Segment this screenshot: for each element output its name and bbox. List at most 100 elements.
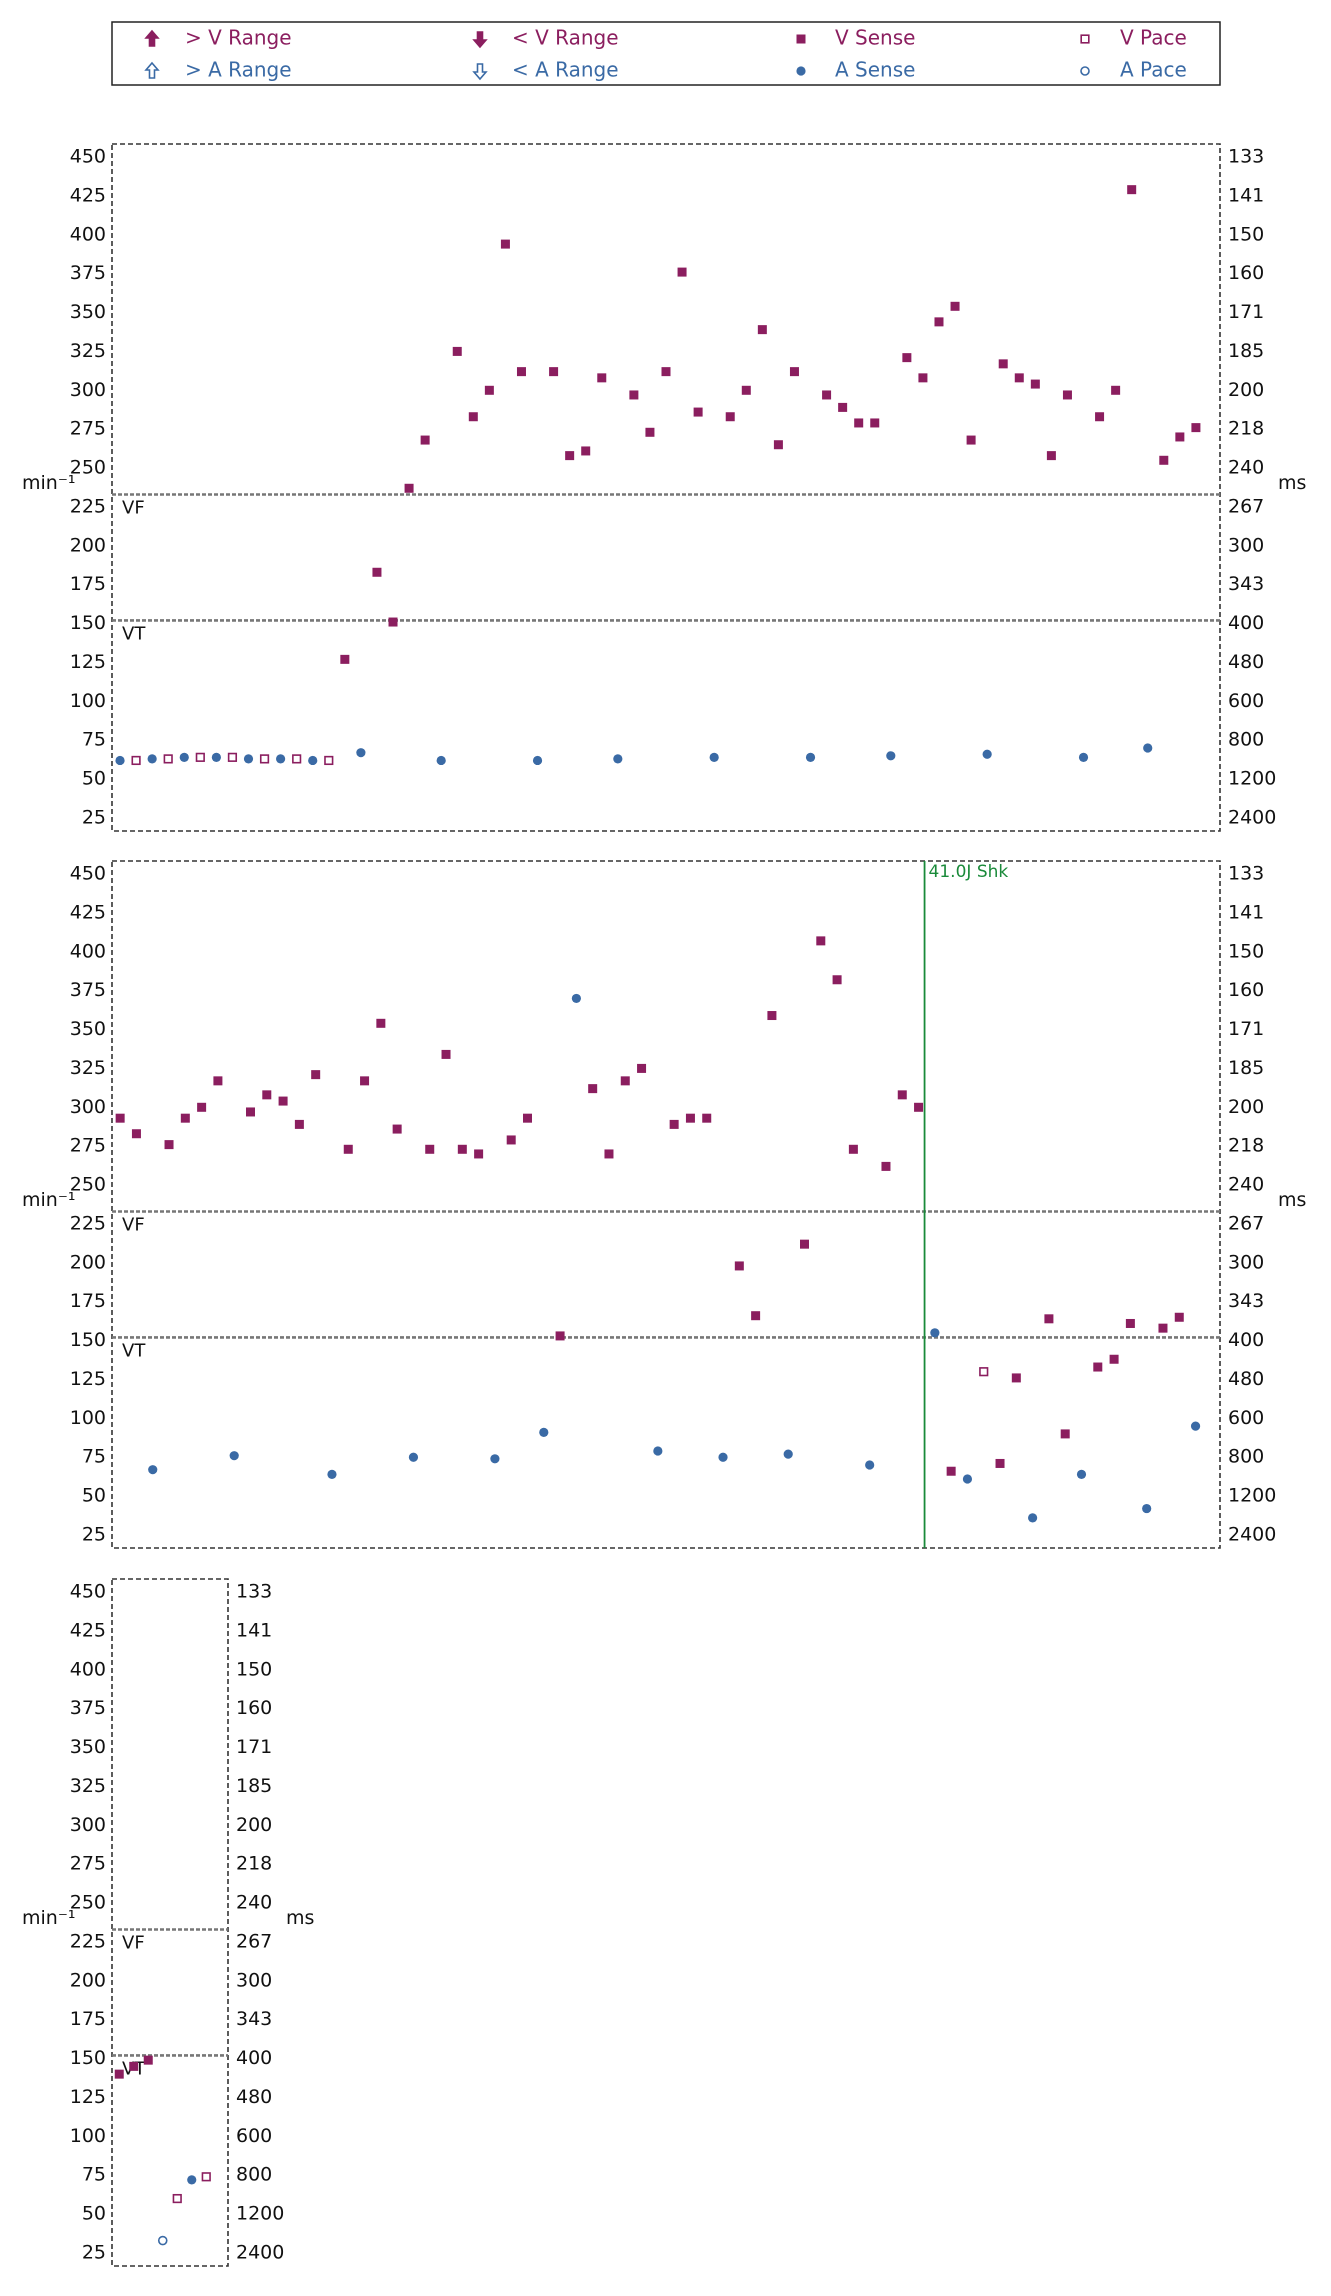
y-tick-label-rate: 50 <box>82 2203 106 2225</box>
v-sense-point <box>197 1102 207 1112</box>
filled-up-arrow-icon <box>144 29 160 47</box>
hollow-up-arrow-icon <box>144 61 160 79</box>
legend-label: < A Range <box>512 58 619 82</box>
y-tick-label-interval: 240 <box>1228 457 1264 479</box>
y-tick-label-rate: 250 <box>70 1174 106 1196</box>
y-tick-label-interval: 400 <box>1228 1329 1264 1351</box>
legend: > V Range < V Range V Sense V Pace > A Range… <box>111 21 1221 86</box>
v-sense-point <box>1127 185 1137 195</box>
a-sense-point <box>709 752 719 762</box>
y-tick-label-interval: 200 <box>1228 379 1264 401</box>
y-tick-label-rate: 450 <box>70 863 106 885</box>
y-tick-label-rate: 200 <box>70 1969 106 1991</box>
v-sense-point <box>311 1070 321 1080</box>
v-sense-point <box>180 1113 190 1123</box>
v-sense-point <box>376 1018 386 1028</box>
a-sense-point <box>229 1451 239 1461</box>
a-sense-point <box>930 1328 940 1338</box>
v-sense-point <box>998 359 1008 369</box>
v-sense-point <box>129 2061 139 2071</box>
v-pace-point <box>163 754 173 764</box>
a-sense-point <box>805 752 816 762</box>
v-pace-point <box>195 752 205 762</box>
y-tick-label-interval: 150 <box>1228 940 1264 962</box>
v-sense-point <box>767 1011 777 1021</box>
v-sense-point <box>637 1063 647 1073</box>
y-tick-label-interval: 600 <box>1228 1407 1264 1429</box>
y-tick-label-interval: 800 <box>1228 1446 1264 1468</box>
a-pace-point <box>157 2235 168 2246</box>
v-sense-point <box>902 353 912 363</box>
filled-circle-icon <box>796 66 806 76</box>
y-tick-label-rate: 450 <box>70 1581 106 1603</box>
v-sense-point <box>629 390 639 400</box>
a-sense-point <box>436 755 446 766</box>
v-sense-point <box>1175 432 1185 442</box>
y-tick-label-rate: 300 <box>70 1814 106 1836</box>
a-sense-point <box>308 755 318 766</box>
v-sense-point <box>441 1049 451 1059</box>
y-tick-label-interval: 200 <box>1228 1096 1264 1118</box>
y-tick-label-rate: 150 <box>70 1329 106 1351</box>
y-tick-label-interval: 800 <box>1228 729 1264 751</box>
legend-label: A Sense <box>835 58 915 82</box>
v-pace-point <box>227 752 238 762</box>
v-sense-point <box>131 1129 141 1139</box>
v-sense-point <box>1060 1429 1070 1439</box>
vt-zone-label: VT <box>122 1340 146 1361</box>
y-tick-label-rate: 250 <box>70 1892 106 1914</box>
v-sense-point <box>372 567 382 577</box>
y-tick-label-rate: 350 <box>70 1018 106 1040</box>
y-tick-label-interval: 200 <box>236 1814 272 1836</box>
y-tick-label-rate: 425 <box>70 184 106 206</box>
y-tick-label-interval: 343 <box>1228 573 1264 595</box>
a-sense-point <box>179 752 189 762</box>
y-tick-label-rate: 450 <box>70 146 106 168</box>
a-sense-point <box>539 1427 549 1437</box>
y-tick-label-rate: 50 <box>82 768 106 790</box>
v-pace-point <box>979 1367 989 1377</box>
y-tick-label-rate: 25 <box>82 2242 106 2264</box>
v-sense-point <box>685 1113 695 1123</box>
y-tick-label-interval: 480 <box>236 2086 272 2108</box>
v-sense-point <box>1030 379 1040 389</box>
y-tick-label-rate: 425 <box>70 1619 106 1641</box>
v-sense-point <box>549 367 559 377</box>
y-tick-label-interval: 2400 <box>1228 807 1276 829</box>
y-tick-label-rate: 250 <box>70 457 106 479</box>
v-sense-point <box>1174 1312 1184 1322</box>
v-pace-point <box>201 2172 211 2182</box>
vf-zone-label: VF <box>122 1932 145 1953</box>
v-sense-point <box>246 1107 255 1117</box>
y-tick-label-rate: 100 <box>70 1407 106 1429</box>
y-tick-label-interval: 343 <box>236 2008 272 2030</box>
v-sense-point <box>751 1311 761 1321</box>
right-axis-unit: ms <box>1278 1189 1306 1211</box>
v-sense-point <box>725 412 735 422</box>
shock-label: 41.0J Shk <box>929 862 1009 882</box>
y-tick-label-interval: 300 <box>1228 1251 1264 1273</box>
a-sense-point <box>1076 1469 1087 1479</box>
v-sense-point <box>484 385 494 395</box>
y-tick-label-rate: 400 <box>70 223 106 245</box>
v-sense-point <box>1125 1318 1135 1328</box>
y-tick-label-rate: 125 <box>70 2086 106 2108</box>
y-tick-label-interval: 185 <box>1228 340 1264 362</box>
a-sense-point <box>783 1449 793 1459</box>
v-sense-point <box>392 1124 402 1134</box>
y-tick-label-rate: 325 <box>70 340 106 362</box>
v-sense-point <box>115 1113 125 1123</box>
y-tick-label-rate: 300 <box>70 1096 106 1118</box>
v-sense-point <box>1093 1362 1103 1372</box>
vt-zone-label: VT <box>122 623 146 644</box>
v-sense-point <box>143 2055 153 2065</box>
v-sense-point <box>822 390 832 400</box>
hollow-square-icon <box>1080 34 1090 44</box>
v-sense-point <box>741 385 751 395</box>
y-tick-label-interval: 218 <box>1228 1135 1264 1157</box>
y-tick-label-interval: 600 <box>236 2125 272 2147</box>
y-tick-label-rate: 375 <box>70 262 106 284</box>
v-sense-point <box>946 1466 956 1476</box>
v-pace-point <box>259 754 270 764</box>
v-sense-point <box>854 418 864 428</box>
